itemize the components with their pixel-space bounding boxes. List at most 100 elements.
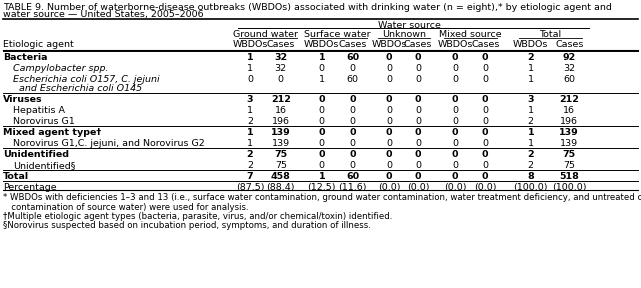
Text: 16: 16 xyxy=(275,106,287,115)
Text: (100.0): (100.0) xyxy=(552,183,587,192)
Text: 0: 0 xyxy=(452,95,458,104)
Text: 2: 2 xyxy=(247,150,253,159)
Text: 0: 0 xyxy=(482,95,488,104)
Text: 0: 0 xyxy=(386,95,392,104)
Text: 2: 2 xyxy=(247,161,253,170)
Text: 0: 0 xyxy=(415,64,421,73)
Text: 0: 0 xyxy=(482,64,488,73)
Text: 0: 0 xyxy=(452,64,458,73)
Text: 2: 2 xyxy=(247,117,253,126)
Text: Bacteria: Bacteria xyxy=(3,53,47,62)
Text: 0: 0 xyxy=(278,75,284,84)
Text: 0: 0 xyxy=(349,117,356,126)
Text: 0: 0 xyxy=(319,117,325,126)
Text: 0: 0 xyxy=(452,161,458,170)
Text: Percentage: Percentage xyxy=(3,183,57,192)
Text: (87.5): (87.5) xyxy=(236,183,264,192)
Text: 1: 1 xyxy=(528,106,534,115)
Text: Mixed source: Mixed source xyxy=(439,30,502,39)
Text: contamination of source water) were used for analysis.: contamination of source water) were used… xyxy=(3,202,249,211)
Text: 60: 60 xyxy=(346,53,359,62)
Text: WBDOs: WBDOs xyxy=(437,40,473,49)
Text: 1: 1 xyxy=(319,172,325,181)
Text: 0: 0 xyxy=(349,128,356,137)
Text: 0: 0 xyxy=(319,95,325,104)
Text: Viruses: Viruses xyxy=(3,95,43,104)
Text: 0: 0 xyxy=(482,150,488,159)
Text: 139: 139 xyxy=(560,128,579,137)
Text: §Norovirus suspected based on incubation period, symptoms, and duration of illne: §Norovirus suspected based on incubation… xyxy=(3,221,371,230)
Text: 60: 60 xyxy=(346,172,359,181)
Text: 3: 3 xyxy=(247,95,253,104)
Text: 60: 60 xyxy=(347,75,358,84)
Text: 0: 0 xyxy=(452,75,458,84)
Text: WBDOs: WBDOs xyxy=(513,40,549,49)
Text: 1: 1 xyxy=(528,139,534,148)
Text: 0: 0 xyxy=(482,139,488,148)
Text: 0: 0 xyxy=(319,150,325,159)
Text: 0: 0 xyxy=(386,172,392,181)
Text: 32: 32 xyxy=(274,53,287,62)
Text: 8: 8 xyxy=(528,172,534,181)
Text: (0.0): (0.0) xyxy=(444,183,467,192)
Text: 0: 0 xyxy=(452,106,458,115)
Text: 0: 0 xyxy=(386,64,392,73)
Text: 0: 0 xyxy=(452,150,458,159)
Text: Cases: Cases xyxy=(404,40,432,49)
Text: 0: 0 xyxy=(452,117,458,126)
Text: 1: 1 xyxy=(319,75,325,84)
Text: Total: Total xyxy=(3,172,29,181)
Text: 7: 7 xyxy=(247,172,253,181)
Text: (0.0): (0.0) xyxy=(474,183,497,192)
Text: Unidentified§: Unidentified§ xyxy=(13,161,75,170)
Text: 0: 0 xyxy=(247,75,253,84)
Text: 0: 0 xyxy=(482,53,488,62)
Text: 0: 0 xyxy=(482,128,488,137)
Text: 0: 0 xyxy=(349,106,356,115)
Text: and Escherichia coli O145: and Escherichia coli O145 xyxy=(13,84,142,93)
Text: 0: 0 xyxy=(349,64,356,73)
Text: 0: 0 xyxy=(386,161,392,170)
Text: 0: 0 xyxy=(386,150,392,159)
Text: 1: 1 xyxy=(247,64,253,73)
Text: 0: 0 xyxy=(386,53,392,62)
Text: 0: 0 xyxy=(482,75,488,84)
Text: 0: 0 xyxy=(482,161,488,170)
Text: 196: 196 xyxy=(560,117,578,126)
Text: WBDOs: WBDOs xyxy=(304,40,340,49)
Text: 16: 16 xyxy=(563,106,575,115)
Text: 1: 1 xyxy=(247,139,253,148)
Text: 0: 0 xyxy=(386,139,392,148)
Text: 1: 1 xyxy=(528,64,534,73)
Text: 0: 0 xyxy=(319,64,325,73)
Text: 0: 0 xyxy=(386,117,392,126)
Text: 60: 60 xyxy=(563,75,575,84)
Text: (0.0): (0.0) xyxy=(378,183,401,192)
Text: Cases: Cases xyxy=(267,40,295,49)
Text: WBDOs: WBDOs xyxy=(371,40,407,49)
Text: 2: 2 xyxy=(528,117,534,126)
Text: 0: 0 xyxy=(452,128,458,137)
Text: Cases: Cases xyxy=(338,40,367,49)
Text: Norovirus G1,C. jejuni, and Norovirus G2: Norovirus G1,C. jejuni, and Norovirus G2 xyxy=(13,139,204,148)
Text: WBDOs: WBDOs xyxy=(232,40,268,49)
Text: 0: 0 xyxy=(415,150,421,159)
Text: 1: 1 xyxy=(247,128,253,137)
Text: Unknown: Unknown xyxy=(382,30,426,39)
Text: Cases: Cases xyxy=(471,40,499,49)
Text: 92: 92 xyxy=(563,53,576,62)
Text: 0: 0 xyxy=(349,150,356,159)
Text: (100.0): (100.0) xyxy=(513,183,548,192)
Text: 0: 0 xyxy=(415,95,421,104)
Text: 0: 0 xyxy=(482,106,488,115)
Text: * WBDOs with deficiencies 1–3 and 13 (i.e., surface water contamination, ground : * WBDOs with deficiencies 1–3 and 13 (i.… xyxy=(3,193,641,202)
Text: 0: 0 xyxy=(452,53,458,62)
Text: 32: 32 xyxy=(275,64,287,73)
Text: 0: 0 xyxy=(482,172,488,181)
Text: 0: 0 xyxy=(482,117,488,126)
Text: 212: 212 xyxy=(271,95,291,104)
Text: 1: 1 xyxy=(247,106,253,115)
Text: Total: Total xyxy=(539,30,561,39)
Text: 0: 0 xyxy=(386,106,392,115)
Text: TABLE 9. Number of waterborne-disease outbreaks (WBDOs) associated with drinking: TABLE 9. Number of waterborne-disease ou… xyxy=(3,3,612,12)
